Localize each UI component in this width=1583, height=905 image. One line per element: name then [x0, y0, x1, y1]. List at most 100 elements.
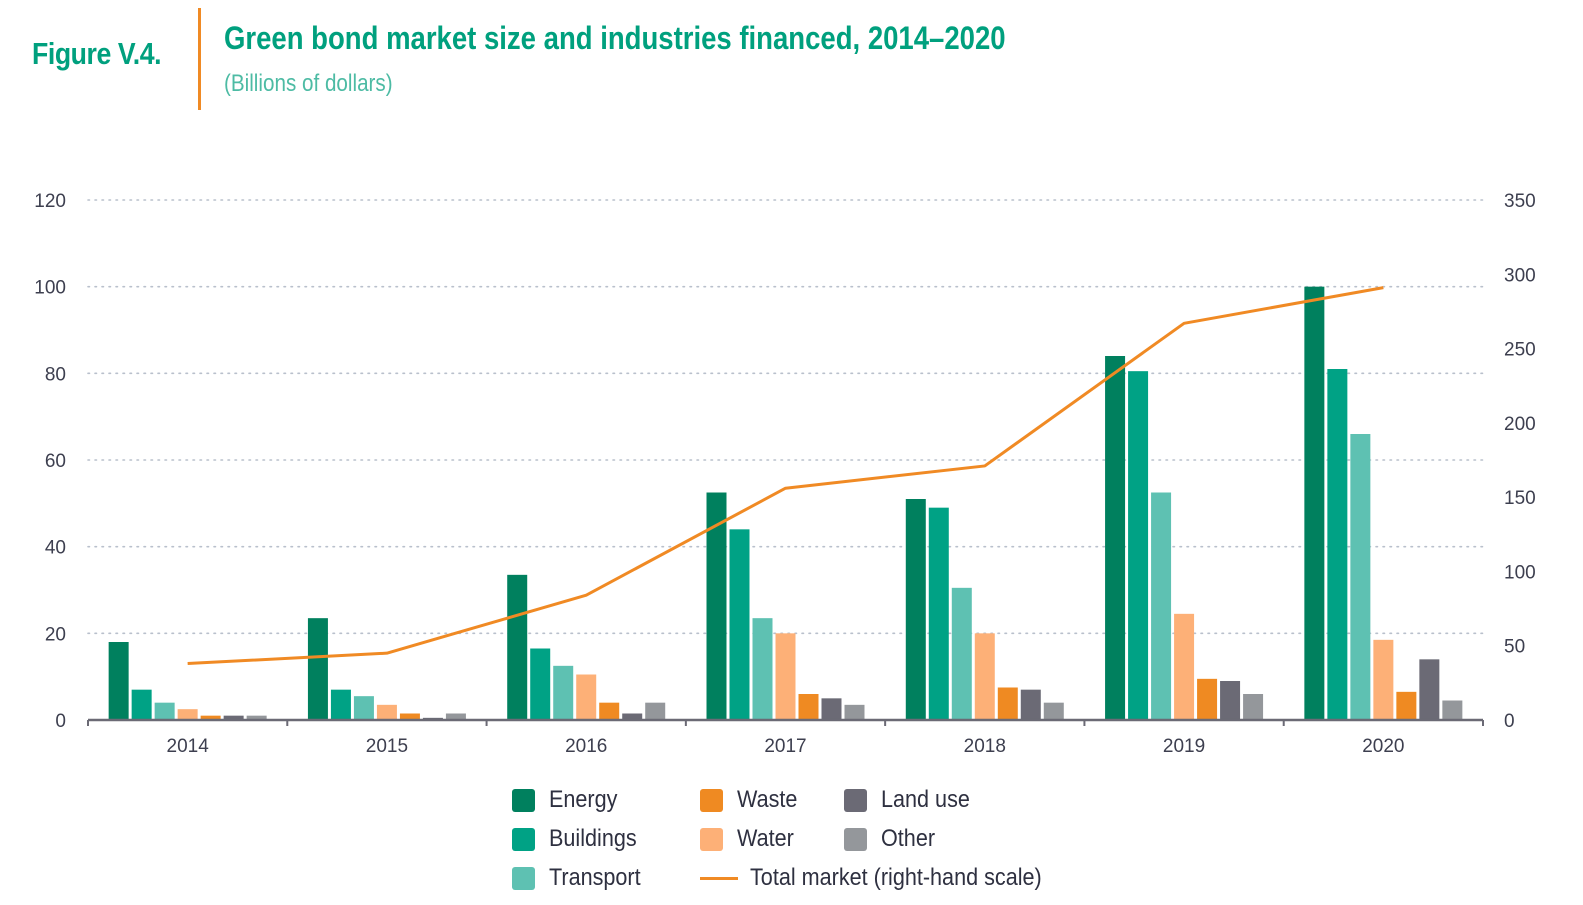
bar-land-use-2014: [223, 715, 244, 720]
y2-tick-label: 0: [1504, 711, 1515, 732]
figure-label: Figure V.4.: [32, 36, 162, 71]
legend-swatch-other: [844, 827, 867, 851]
legend-label: Other: [881, 825, 936, 852]
bar-land-use-2016: [622, 713, 643, 720]
bar-buildings-2017: [729, 529, 750, 720]
legend-swatch-water: [700, 827, 723, 851]
y2-tick-label: 50: [1504, 637, 1525, 658]
x-tick-label: 2019: [1163, 736, 1205, 757]
header-divider: [198, 8, 201, 110]
y-tick-label: 60: [45, 451, 66, 472]
x-tick-label: 2016: [565, 736, 607, 757]
bar-water-2015: [376, 704, 397, 720]
bar-waste-2019: [1197, 678, 1218, 720]
legend-swatch-transport: [512, 866, 535, 890]
bar-transport-2017: [752, 618, 773, 720]
y-tick-label: 0: [55, 711, 66, 732]
bar-water-2017: [775, 633, 796, 720]
y2-tick-label: 150: [1504, 488, 1536, 509]
y-tick-label: 20: [45, 624, 66, 645]
y-tick-label: 120: [34, 191, 66, 212]
y2-tick-label: 250: [1504, 340, 1536, 361]
bar-buildings-2019: [1128, 371, 1149, 720]
bar-buildings-2020: [1327, 369, 1348, 720]
bar-water-2019: [1174, 613, 1195, 720]
bar-transport-2014: [154, 702, 175, 720]
bar-buildings-2018: [928, 507, 949, 720]
total-market-line: [187, 286, 1384, 666]
bar-other-2017: [844, 704, 865, 720]
bar-land-use-2020: [1419, 659, 1440, 720]
y-tick-label: 100: [34, 278, 66, 299]
bar-transport-2018: [951, 587, 972, 720]
total-market-line-path: [187, 286, 1384, 666]
bar-waste-2018: [997, 687, 1018, 720]
legend-swatch-buildings: [512, 827, 535, 851]
legend-label: Total market (right-hand scale): [750, 864, 1042, 891]
bar-transport-2019: [1151, 492, 1172, 720]
bar-water-2016: [576, 674, 597, 720]
legend-item-total-market: Total market (right-hand scale): [700, 864, 1074, 892]
bar-waste-2014: [200, 715, 221, 720]
legend-item-other: Other: [844, 825, 941, 853]
legend-item-energy: Energy: [512, 786, 625, 814]
x-tick-label: 2020: [1362, 736, 1404, 757]
y-tick-label: 80: [45, 364, 66, 385]
legend-label: Waste: [737, 786, 798, 813]
legend-label: Water: [737, 825, 794, 852]
bar-waste-2016: [599, 702, 620, 720]
legend-label: Transport: [549, 864, 641, 891]
bar-transport-2020: [1350, 434, 1371, 720]
bar-energy-2014: [108, 642, 129, 720]
bar-water-2014: [177, 709, 198, 720]
legend-item-water: Water: [700, 825, 800, 853]
bars: [108, 286, 1463, 720]
x-axis-labels: 2014 2015 2016 2017 2018 2019 2020: [167, 736, 1405, 757]
bar-other-2016: [645, 702, 666, 720]
bar-transport-2015: [353, 696, 374, 720]
bar-buildings-2014: [131, 689, 152, 720]
y2-tick-label: 200: [1504, 414, 1536, 435]
bar-transport-2016: [553, 665, 574, 720]
bar-other-2015: [445, 713, 466, 720]
bar-buildings-2016: [530, 648, 551, 720]
legend-label: Energy: [549, 786, 618, 813]
x-tick-label: 2017: [764, 736, 806, 757]
bar-energy-2019: [1105, 356, 1126, 720]
bar-land-use-2018: [1020, 689, 1041, 720]
y2-tick-label: 300: [1504, 265, 1536, 286]
y2-tick-label: 100: [1504, 562, 1536, 583]
legend-line-total-market: [700, 876, 738, 880]
y-axis-left-labels: 0 20 40 60 80 100 120: [34, 191, 66, 732]
bar-other-2018: [1043, 702, 1064, 720]
legend-label: Land use: [881, 786, 970, 813]
bar-land-use-2017: [821, 698, 842, 720]
bar-energy-2020: [1304, 286, 1325, 720]
bar-land-use-2019: [1220, 681, 1241, 720]
x-tick-label: 2018: [964, 736, 1006, 757]
bar-other-2019: [1243, 694, 1264, 720]
bar-energy-2018: [905, 499, 926, 720]
chart-subtitle: (Billions of dollars): [224, 70, 393, 97]
bar-energy-2016: [507, 574, 528, 720]
y-tick-label: 40: [45, 538, 66, 559]
bar-waste-2015: [399, 713, 420, 720]
x-tick-label: 2014: [167, 736, 210, 757]
legend-item-transport: Transport: [512, 864, 651, 892]
legend-label: Buildings: [549, 825, 637, 852]
legend-swatch-waste: [700, 788, 723, 812]
bar-water-2020: [1373, 639, 1394, 720]
y2-tick-label: 350: [1504, 191, 1536, 212]
bar-water-2018: [974, 633, 995, 720]
gridlines: [87, 199, 1484, 635]
legend-item-buildings: Buildings: [512, 825, 646, 853]
y-axis-right-labels: 0 50 100 150 200 250 300 350: [1504, 191, 1536, 732]
x-tick-label: 2015: [366, 736, 408, 757]
chart-title: Green bond market size and industries fi…: [224, 20, 1006, 56]
x-axis: [87, 718, 1484, 726]
legend-item-land-use: Land use: [844, 786, 980, 814]
legend-item-waste: Waste: [700, 786, 804, 814]
bar-other-2020: [1442, 700, 1463, 720]
legend-swatch-energy: [512, 788, 535, 812]
